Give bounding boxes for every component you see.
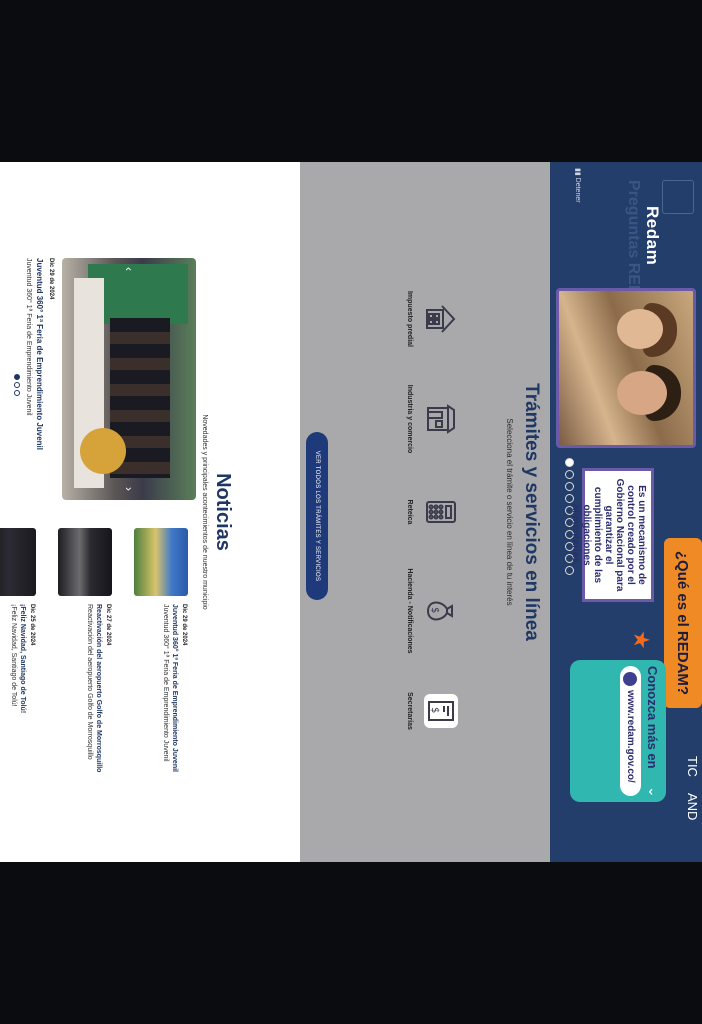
news-item-text: Dic 27 de 2024 Reactivación del aeropuer…	[36, 604, 112, 772]
list-item[interactable]: Dic 27 de 2024 Reactivación del aeropuer…	[36, 528, 112, 778]
hero-slide-dot-3[interactable]	[565, 482, 574, 491]
services-subtitle: Selecciona el trámite o servicio en líne…	[505, 418, 514, 606]
news-item-date: Dic 27 de 2024	[105, 604, 111, 646]
redam-url: www.redam.gov.co/	[625, 690, 636, 783]
news-item-description: Reactivación del aeropuerto Golfo de Mor…	[86, 604, 93, 760]
person-face	[617, 371, 667, 415]
hero-orange-heading: ¿Qué es el REDAM?	[664, 538, 702, 708]
online-services-section: Trámites y servicios en línea Selecciona…	[300, 162, 550, 862]
hero-carousel[interactable]: Redam Preguntas REDAM ▮▮ Detener Es un m…	[550, 162, 702, 862]
service-hacienda-notificaciones[interactable]: $ Hacienda - Notificaciones	[405, 566, 458, 656]
document-dollar-icon: $	[424, 694, 458, 728]
news-list: Dic 29 de 2024 Juventud 360° 1ª Feria de…	[0, 528, 188, 778]
chevron-down-icon[interactable]: ⌄	[646, 786, 662, 798]
featured-news-date: Dic 29 de 2024	[48, 258, 54, 300]
hero-info-box: Es un mecanismo de control creado por el…	[570, 468, 654, 602]
badge-and: AND	[685, 792, 700, 821]
service-label: Reteica	[406, 499, 413, 525]
hero-logo-icon	[662, 180, 694, 214]
hero-badges: TIC AND	[685, 756, 700, 820]
svg-text:$: $	[429, 707, 440, 713]
hero-slide-dot-10[interactable]	[565, 566, 574, 575]
news-item-description: ¡Feliz Navidad, Santiago de Tolú!	[10, 604, 17, 707]
news-subtitle: Novedades y principales acontecimientos …	[201, 414, 208, 610]
badge-tic: TIC	[685, 756, 700, 777]
money-bag-icon: $	[424, 594, 458, 628]
news-item-headline[interactable]: ¡Feliz Navidad, Santiago de Tolú!	[19, 604, 26, 714]
rotated-viewport: Redam Preguntas REDAM ▮▮ Detener Es un m…	[0, 162, 702, 862]
list-item[interactable]: Dic 25 de 2024 ¡Feliz Navidad, Santiago …	[0, 528, 36, 778]
news-thumbnail	[58, 528, 112, 596]
prev-arrow-icon[interactable]: ‹	[122, 267, 136, 271]
globe-icon	[623, 672, 638, 686]
news-item-text: Dic 29 de 2024 Juventud 360° 1ª Feria de…	[112, 604, 188, 772]
featured-news-dots[interactable]	[14, 374, 20, 396]
hero-title: Redam	[643, 206, 662, 266]
service-label: Industria y comercio	[406, 384, 413, 454]
service-secretarias[interactable]: $ Secretarías	[405, 666, 458, 756]
view-all-services-button[interactable]: VER TODOS LOS TRÁMITES Y SERVICIOS	[306, 432, 328, 600]
news-item-date: Dic 29 de 2024	[181, 604, 187, 646]
pause-label: Detener	[574, 177, 581, 203]
star-icon: ★	[629, 630, 654, 650]
news-item-headline[interactable]: Juventud 360° 1ª Feria de Emprendimiento…	[171, 604, 178, 772]
calculator-icon	[424, 495, 458, 529]
logo-badge	[80, 428, 126, 474]
redam-link[interactable]: www.redam.gov.co/	[620, 666, 641, 796]
news-slide-dot-3[interactable]	[14, 390, 20, 396]
news-title: Noticias	[212, 473, 234, 551]
service-label: Hacienda - Notificaciones	[406, 568, 413, 654]
pause-button[interactable]: ▮▮ Detener	[574, 168, 581, 203]
news-thumbnail	[0, 528, 36, 596]
news-item-date: Dic 25 de 2024	[29, 604, 35, 646]
svg-text:$: $	[429, 607, 440, 613]
featured-news-headline[interactable]: Juventud 360° 1ª Feria de Emprendimiento…	[35, 258, 44, 450]
news-section: Noticias Novedades y principales acontec…	[0, 162, 300, 862]
list-item[interactable]: Dic 29 de 2024 Juventud 360° 1ª Feria de…	[112, 528, 188, 778]
news-item-description: Juventud 360° 1ª Feria de Emprendimiento…	[162, 604, 169, 762]
service-impuesto-predial[interactable]: Impuesto predial	[405, 274, 458, 364]
service-industria-comercio[interactable]: Industria y comercio	[405, 374, 458, 464]
service-reteica[interactable]: Reteica	[405, 467, 458, 557]
municipal-homepage: Redam Preguntas REDAM ▮▮ Detener Es un m…	[0, 162, 702, 862]
news-thumbnail	[134, 528, 188, 596]
news-slide-dot-1[interactable]	[14, 374, 20, 380]
hero-teal-box: Conozca más en www.redam.gov.co/	[570, 660, 666, 802]
store-icon	[424, 402, 458, 436]
hero-slide-dot-2[interactable]	[565, 470, 574, 479]
news-item-text: Dic 25 de 2024 ¡Feliz Navidad, Santiago …	[0, 604, 36, 713]
featured-news-description: Juventud 360° 1ª Feria de Emprendimiento…	[25, 258, 32, 416]
teal-heading: Conozca más en	[645, 666, 660, 769]
news-item-headline[interactable]: Reactivación del aeropuerto Golfo de Mor…	[95, 604, 102, 773]
next-arrow-icon[interactable]: ›	[122, 487, 136, 491]
news-slide-dot-2[interactable]	[14, 382, 20, 388]
building-icon	[424, 302, 458, 336]
person-face	[617, 309, 663, 349]
hero-family-photo	[556, 288, 696, 448]
service-label: Secretarías	[406, 692, 413, 730]
services-title: Trámites y servicios en línea	[521, 383, 542, 641]
hero-slide-dot-1[interactable]	[565, 458, 574, 467]
hero-slide-dot-4[interactable]	[565, 494, 574, 503]
service-label: Impuesto predial	[406, 290, 413, 347]
featured-news-image[interactable]: ‹ ›	[62, 258, 196, 500]
